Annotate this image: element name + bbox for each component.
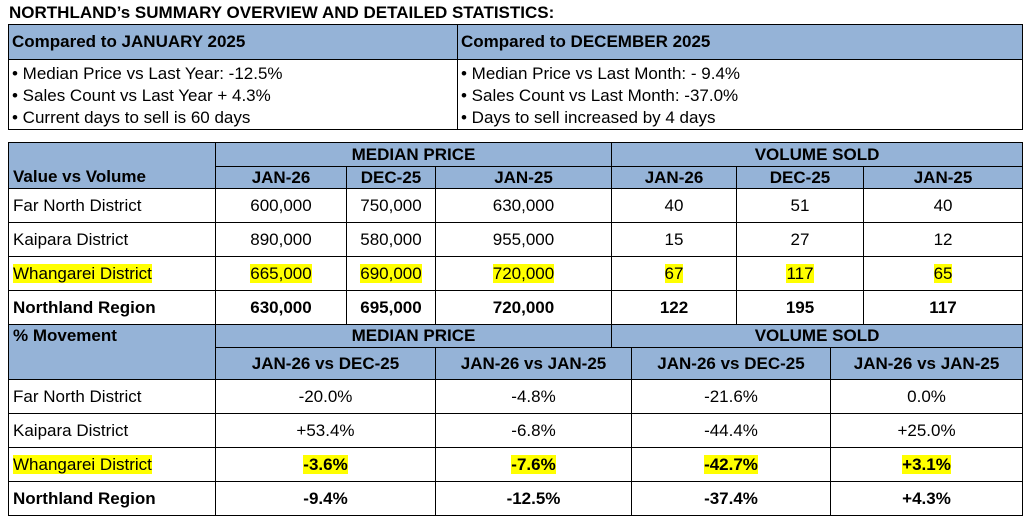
stat-value: 695,000 — [346, 290, 436, 325]
stat-value: 195 — [736, 290, 864, 325]
movement-value: -21.6% — [631, 379, 831, 414]
stat-value: 665,000 — [250, 263, 312, 283]
stat-value: 690,000 — [360, 263, 422, 283]
summary-bullet: • Days to sell increased by 4 days — [461, 108, 716, 127]
stats-col-header: JAN-26 — [611, 166, 737, 189]
movement-col-header: JAN-26 vs JAN-25 — [435, 347, 632, 380]
movement-value-cell: -7.6% — [435, 447, 632, 482]
stats-col-header: JAN-25 — [862, 166, 1024, 189]
stat-value: 117 — [862, 290, 1024, 325]
district-name-highlighted: Whangarei District — [8, 447, 216, 482]
movement-value: +53.4% — [215, 413, 436, 448]
stat-value: 750,000 — [346, 188, 436, 223]
movement-col-header: JAN-26 vs DEC-25 — [215, 347, 436, 380]
stat-value-cell: 690,000 — [346, 256, 436, 291]
movement-col-header: JAN-26 vs JAN-25 — [829, 347, 1024, 380]
region-name: Northland Region — [8, 290, 216, 325]
summary-left-cell: • Median Price vs Last Year: -12.5% • Sa… — [8, 59, 458, 130]
stats-col-header: JAN-25 — [435, 166, 612, 189]
summary-right-cell: • Median Price vs Last Month: - 9.4% • S… — [457, 59, 1023, 130]
movement-value: -7.6% — [511, 454, 556, 474]
stat-value: 630,000 — [215, 290, 347, 325]
stat-value: 15 — [611, 222, 737, 257]
stats-col-header: JAN-26 — [215, 166, 347, 189]
stats-group-volume: VOLUME SOLD — [610, 142, 1024, 167]
stat-value: 40 — [611, 188, 737, 223]
movement-col-header: JAN-26 vs DEC-25 — [631, 347, 831, 380]
movement-value-cell: -3.6% — [215, 447, 436, 482]
stats-col-header: DEC-25 — [346, 166, 436, 189]
stat-value: 890,000 — [215, 222, 347, 257]
stat-value: 720,000 — [492, 263, 555, 283]
movement-value-cell: -42.7% — [631, 447, 831, 482]
stats-corner-cell — [8, 142, 216, 167]
summary-table: Compared to JANUARY 2025 Compared to DEC… — [8, 24, 1023, 130]
stat-value: 51 — [736, 188, 864, 223]
summary-bullet: • Median Price vs Last Year: -12.5% — [12, 64, 283, 83]
highlight-text: Whangarei District — [13, 454, 152, 474]
page-title: NORTHLAND’s SUMMARY OVERVIEW AND DETAILE… — [9, 3, 555, 22]
stat-value: 12 — [862, 222, 1024, 257]
movement-value: +4.3% — [829, 481, 1024, 516]
movement-row-header: % Movement — [8, 324, 216, 348]
movement-value: -9.4% — [215, 481, 436, 516]
movement-value: -20.0% — [215, 379, 436, 414]
district-name: Kaipara District — [8, 413, 216, 448]
district-name: Far North District — [8, 379, 216, 414]
summary-bullet: • Median Price vs Last Month: - 9.4% — [461, 64, 741, 83]
movement-value: 0.0% — [829, 379, 1024, 414]
stat-value-cell: 720,000 — [435, 256, 612, 291]
summary-bullet: • Sales Count vs Last Year + 4.3% — [12, 86, 271, 105]
movement-value: -4.8% — [435, 379, 632, 414]
stat-value: 955,000 — [435, 222, 612, 257]
summary-bullet: • Current days to sell is 60 days — [12, 108, 251, 127]
movement-value: +3.1% — [902, 454, 951, 474]
stat-value: 27 — [736, 222, 864, 257]
region-name: Northland Region — [8, 481, 216, 516]
stat-value-cell: 67 — [611, 256, 737, 291]
stat-value: 580,000 — [346, 222, 436, 257]
movement-value: +25.0% — [829, 413, 1024, 448]
movement-corner-cell — [8, 347, 216, 380]
movement-value-cell: +3.1% — [829, 447, 1024, 482]
district-name: Far North District — [8, 188, 216, 223]
summary-left-heading: Compared to JANUARY 2025 — [8, 24, 458, 60]
movement-value: -44.4% — [631, 413, 831, 448]
highlight-text: Whangarei District — [13, 263, 152, 283]
movement-value: -37.4% — [631, 481, 831, 516]
summary-bullet: • Sales Count vs Last Month: -37.0% — [461, 86, 739, 105]
movement-group-volume: VOLUME SOLD — [610, 324, 1024, 348]
stat-value-cell: 65 — [862, 256, 1024, 291]
district-name: Kaipara District — [8, 222, 216, 257]
stat-value: 720,000 — [435, 290, 612, 325]
stats-group-median: MEDIAN PRICE — [215, 142, 612, 167]
summary-right-heading: Compared to DECEMBER 2025 — [457, 24, 1023, 60]
stat-value-cell: 117 — [736, 256, 864, 291]
stats-table: MEDIAN PRICE VOLUME SOLD Value vs Volume… — [8, 142, 1024, 516]
stat-value: 600,000 — [215, 188, 347, 223]
stat-value: 65 — [933, 263, 953, 283]
stat-value: 117 — [786, 263, 814, 283]
stat-value: 630,000 — [435, 188, 612, 223]
stats-col-header: DEC-25 — [736, 166, 864, 189]
stat-value: 67 — [664, 263, 684, 283]
movement-group-median: MEDIAN PRICE — [215, 324, 612, 348]
movement-value: -6.8% — [435, 413, 632, 448]
stat-value: 122 — [611, 290, 737, 325]
movement-value: -12.5% — [435, 481, 632, 516]
movement-value: -3.6% — [303, 454, 348, 474]
district-name-highlighted: Whangarei District — [8, 256, 216, 291]
stats-row-header: Value vs Volume — [8, 166, 216, 189]
stat-value: 40 — [862, 188, 1024, 223]
stat-value-cell: 665,000 — [215, 256, 347, 291]
movement-value: -42.7% — [704, 454, 758, 474]
